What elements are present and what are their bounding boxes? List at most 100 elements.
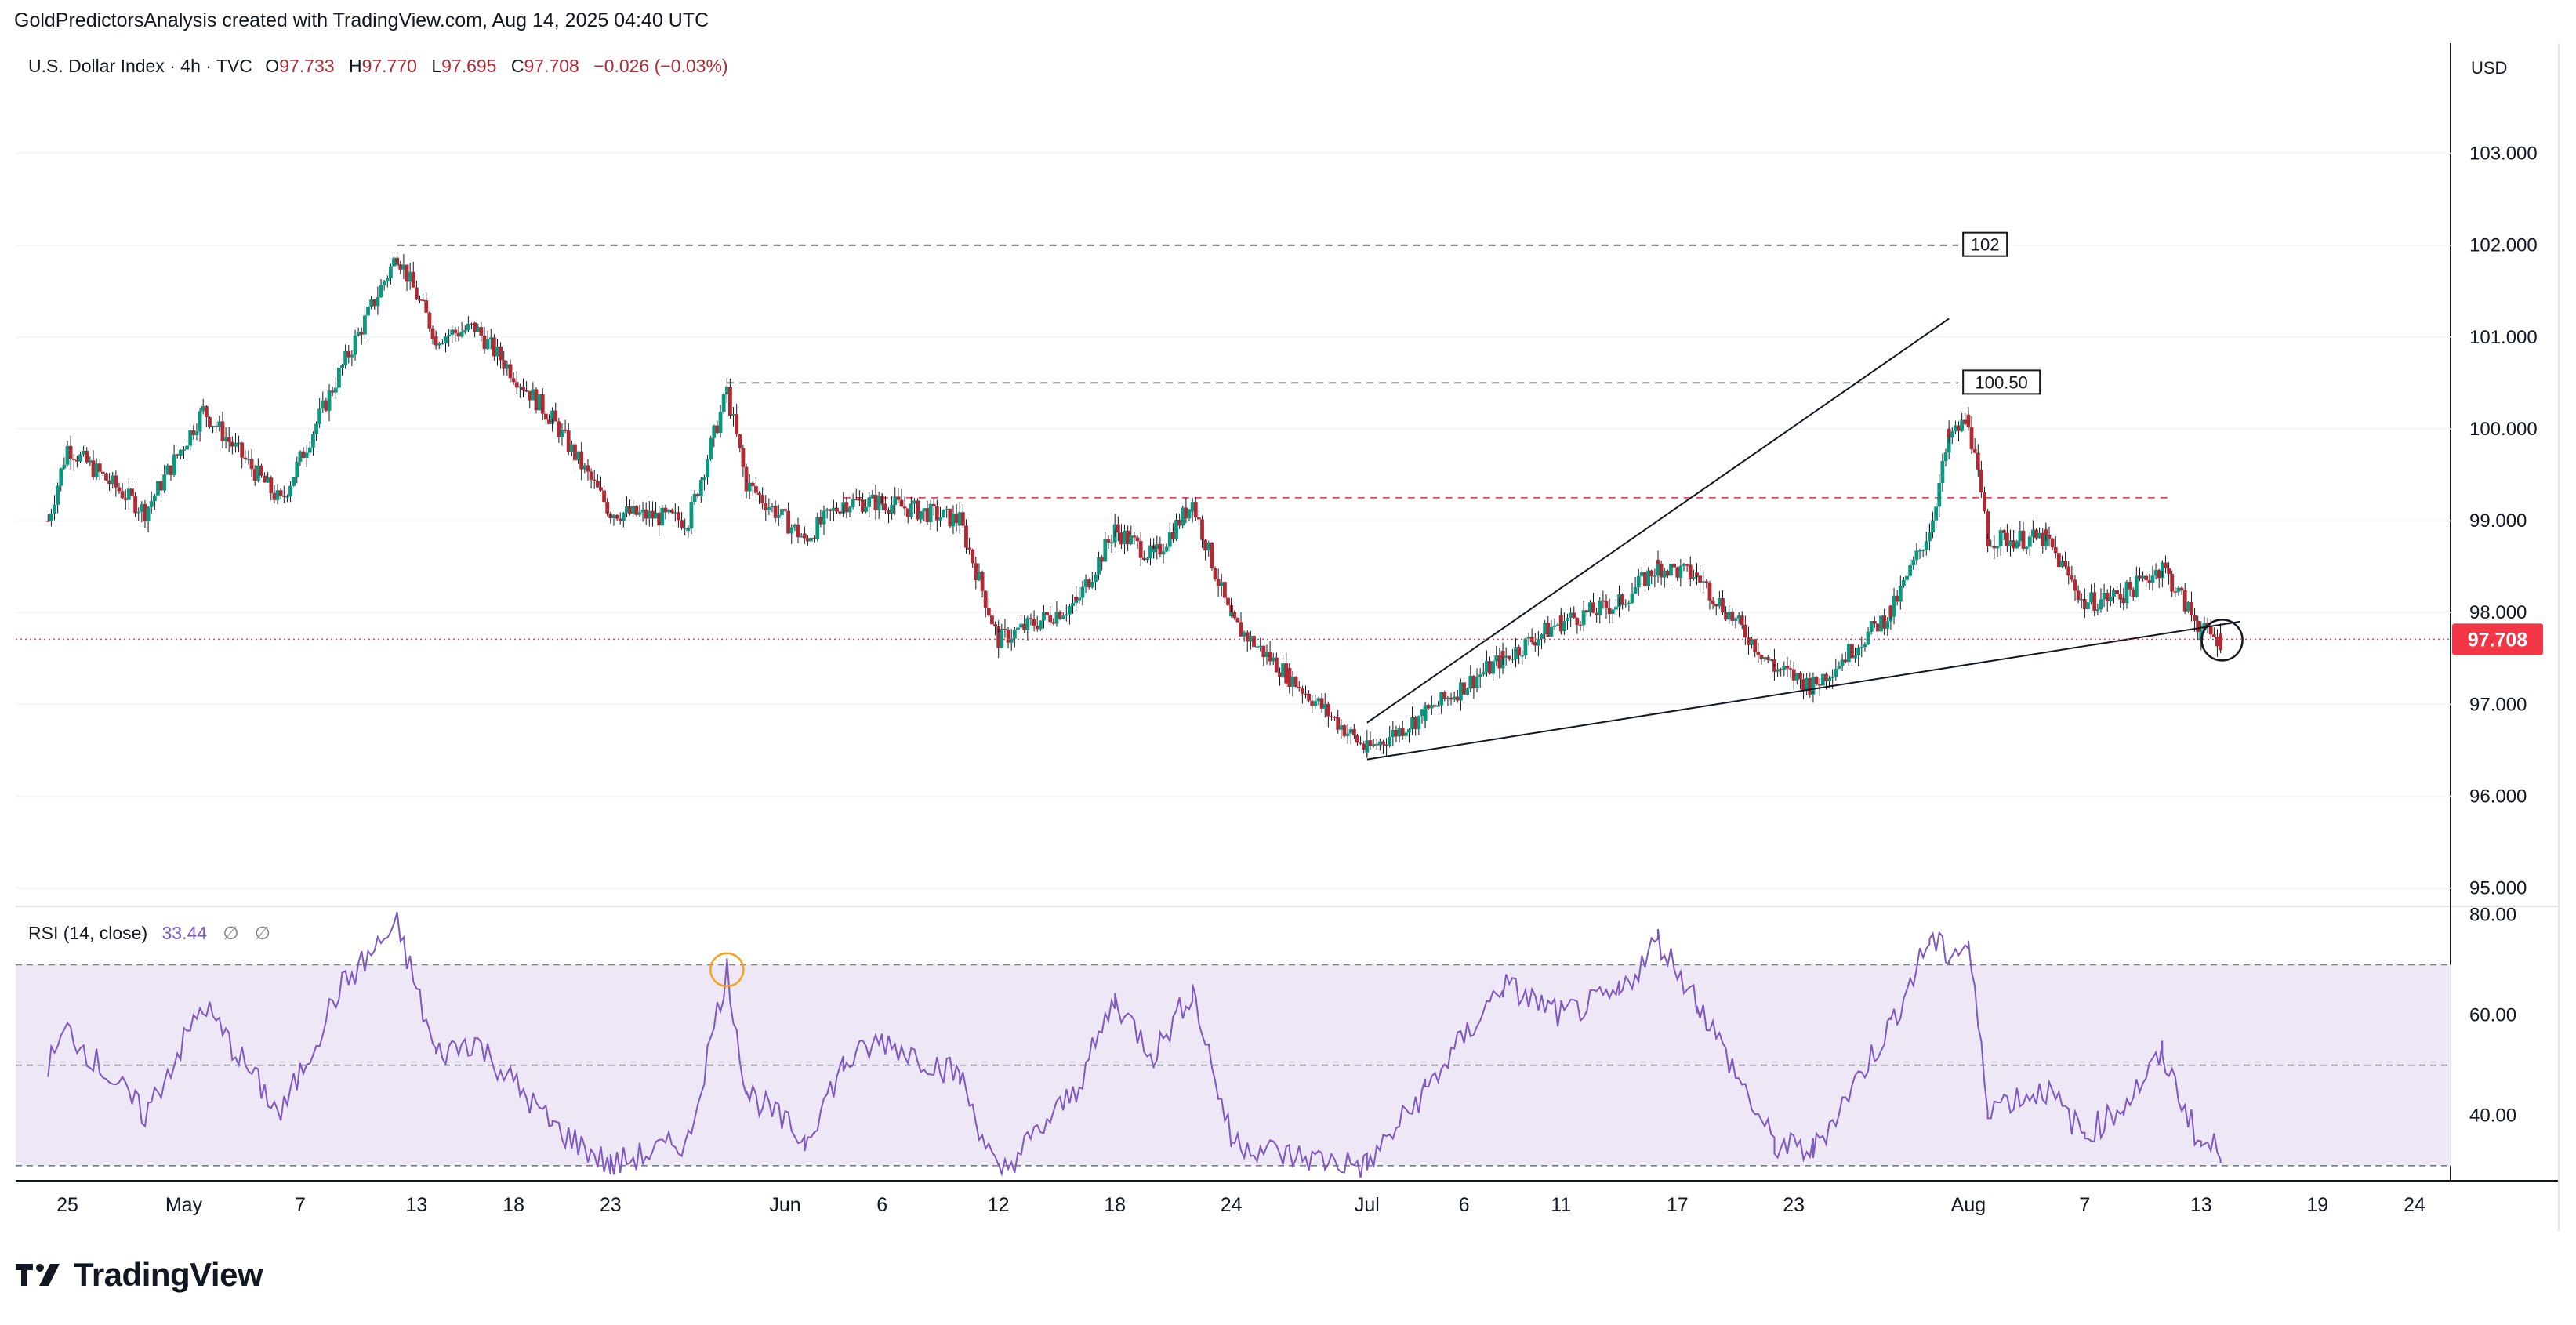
candle-body xyxy=(680,520,684,528)
candle-body xyxy=(776,515,781,518)
candle-body xyxy=(1998,530,2003,546)
candle-body xyxy=(1656,560,1660,576)
candle-body xyxy=(1688,564,1693,579)
trendline-lower[interactable] xyxy=(1366,620,2240,761)
candle-body xyxy=(1287,668,1292,688)
candle-body xyxy=(476,327,481,332)
price-tick-label: 101.000 xyxy=(2469,327,2538,348)
candle-body xyxy=(870,494,875,498)
time-tick-label: 19 xyxy=(2306,1194,2328,1216)
candle-body xyxy=(1627,602,1631,604)
candle-body xyxy=(421,299,426,302)
candle-body xyxy=(304,452,309,459)
candle-body xyxy=(2076,590,2081,601)
candle-body xyxy=(1455,696,1460,701)
candle-body xyxy=(2063,561,2068,567)
candle-body xyxy=(1330,716,1333,718)
price-tick-label: 100.000 xyxy=(2469,419,2538,440)
time-tick-label: 23 xyxy=(600,1194,622,1216)
candle-body xyxy=(1381,741,1385,745)
candle-body xyxy=(1989,545,1994,547)
candle-body xyxy=(1669,564,1673,576)
candle-body xyxy=(1465,688,1470,695)
candle-body xyxy=(146,506,151,522)
candle-body xyxy=(194,431,199,436)
candle-body xyxy=(1969,427,1974,449)
candle-body xyxy=(2121,598,2126,603)
candle-body xyxy=(647,510,651,519)
brand[interactable]: TradingView xyxy=(16,1256,263,1294)
candle-body xyxy=(625,506,629,514)
candle-body xyxy=(779,509,784,516)
candle-body xyxy=(1164,546,1169,552)
candle-body xyxy=(2150,575,2155,583)
candle-body xyxy=(1123,530,1127,545)
candle-body xyxy=(211,426,215,427)
candle-body xyxy=(983,590,988,608)
candle-body xyxy=(1087,579,1091,588)
candle-body xyxy=(1607,608,1612,615)
candle-body xyxy=(1636,576,1641,588)
candle-body xyxy=(2108,596,2113,602)
candle-body xyxy=(1794,673,1799,681)
candle-body xyxy=(59,468,63,486)
candle-body xyxy=(230,441,234,447)
candle-body xyxy=(1252,636,1256,648)
price-tick-label: 98.000 xyxy=(2469,602,2527,623)
candle-body xyxy=(307,447,312,453)
candle-body xyxy=(395,264,400,266)
candle-body xyxy=(599,487,603,491)
candle-body xyxy=(321,400,325,409)
candle-body xyxy=(285,496,289,498)
candle-body xyxy=(1226,597,1230,606)
candle-body xyxy=(1109,542,1114,544)
candle-body xyxy=(120,491,125,499)
candle-body xyxy=(1740,615,1744,625)
candle-body xyxy=(1242,632,1246,637)
candle-body xyxy=(1581,610,1586,626)
candle-body xyxy=(835,507,839,512)
rsi-axis[interactable]: 40.00 60.00 80.00 xyxy=(2469,904,2516,1126)
candle-body xyxy=(1138,540,1143,558)
candle-body xyxy=(1203,539,1208,551)
candle-body xyxy=(1805,677,1809,691)
candle-body xyxy=(1814,677,1819,684)
candle-body xyxy=(896,496,901,500)
candle-body xyxy=(2089,592,2094,603)
price-axis[interactable]: 95.000 96.000 97.000 98.000 99.000 100.000 101… xyxy=(16,143,2543,899)
time-axis[interactable]: 25 May 7 13 18 23 Jun 6 12 18 24 Jul 6 11 17 23 Aug 7 13 19… xyxy=(56,1194,2425,1216)
rsi-legend-value: 33.44 xyxy=(162,923,208,943)
candle-body xyxy=(1995,546,2000,549)
candle-body xyxy=(1196,517,1201,520)
candle-body xyxy=(2144,575,2149,581)
candle-body xyxy=(1947,429,1951,438)
trendline-upper[interactable] xyxy=(1366,318,1950,724)
candle-body xyxy=(363,315,367,335)
candle-body xyxy=(1601,600,1605,602)
candle-body xyxy=(172,454,176,475)
candle-body xyxy=(1181,507,1185,526)
candle-body xyxy=(1976,452,1980,470)
candle-body xyxy=(1879,615,1883,632)
candle-body xyxy=(178,449,183,456)
candle-body xyxy=(689,502,694,528)
rsi-line xyxy=(47,911,2222,1178)
candle-body xyxy=(666,510,671,513)
candle-body xyxy=(524,390,529,392)
candle-body xyxy=(1986,511,1990,539)
candle-body xyxy=(256,465,260,481)
candle-body xyxy=(1649,570,1654,577)
legend-o-value: 97.733 xyxy=(279,56,334,76)
candle-body xyxy=(2012,540,2016,549)
candle-body xyxy=(1319,698,1324,709)
candle-body xyxy=(945,508,949,510)
candle-body xyxy=(1701,581,1706,583)
candle-body xyxy=(547,419,551,424)
candle-body xyxy=(1765,657,1770,660)
candle-body xyxy=(333,387,338,393)
candle-body xyxy=(2147,580,2152,583)
candle-body xyxy=(1598,600,1602,615)
candle-body xyxy=(227,437,231,442)
candle-body xyxy=(1417,716,1421,730)
